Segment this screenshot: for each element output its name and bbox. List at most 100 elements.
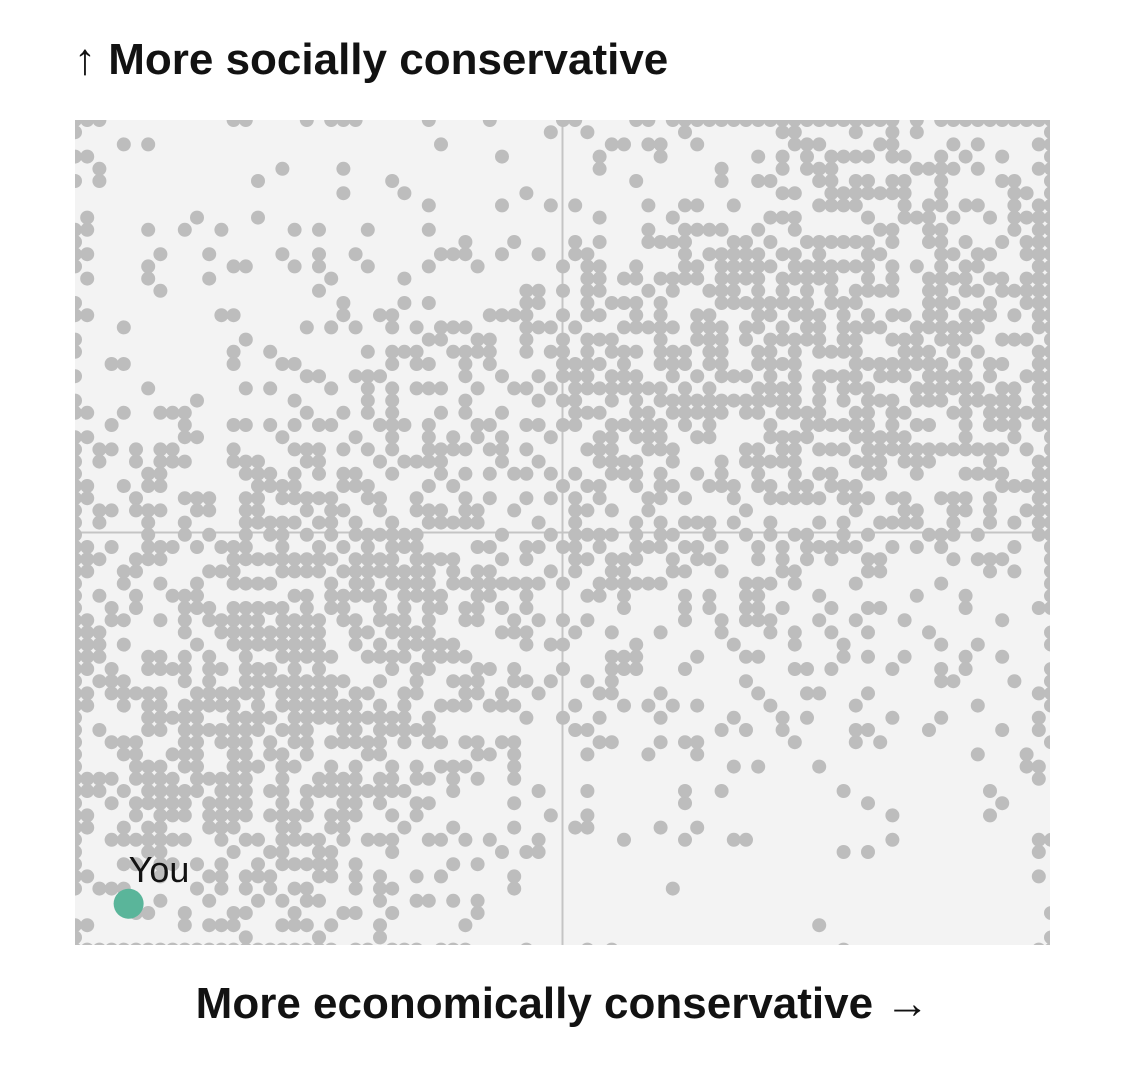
data-point (251, 576, 265, 591)
data-point (726, 235, 741, 249)
data-point (409, 686, 424, 701)
data-point (434, 637, 448, 652)
data-point (177, 430, 192, 445)
data-point (275, 784, 290, 798)
data-point (580, 369, 595, 384)
data-point (641, 120, 656, 127)
data-point (177, 723, 192, 737)
data-point (240, 942, 252, 945)
data-point (592, 405, 607, 420)
data-point (299, 796, 314, 811)
data-point (153, 662, 168, 676)
data-point (665, 283, 680, 298)
data-point (287, 808, 302, 823)
data-point (824, 625, 839, 640)
data-point (848, 479, 863, 493)
you-point[interactable] (113, 888, 144, 919)
data-point (507, 771, 522, 786)
data-point (1031, 454, 1046, 469)
data-point (604, 552, 619, 567)
data-point (153, 613, 168, 628)
data-point (116, 820, 131, 835)
data-point (470, 613, 485, 628)
data-point (226, 698, 241, 713)
data-point (104, 662, 119, 676)
data-point (775, 332, 790, 347)
data-point (983, 564, 997, 579)
data-point (287, 710, 302, 725)
data-point (1044, 235, 1050, 249)
data-point (885, 332, 900, 347)
data-point (399, 942, 410, 945)
data-point (714, 344, 729, 359)
data-point (946, 527, 961, 542)
data-point (495, 198, 509, 213)
data-point (421, 222, 436, 237)
data-point (94, 942, 105, 945)
data-point (592, 149, 607, 164)
data-point (800, 283, 814, 298)
data-point (922, 369, 936, 384)
data-point (751, 601, 766, 615)
data-point (739, 723, 753, 737)
data-point (1019, 283, 1034, 298)
data-point (922, 418, 936, 432)
data-point (519, 637, 534, 652)
data-point (861, 686, 875, 701)
data-point (434, 466, 448, 481)
data-point (385, 576, 400, 591)
data-point (653, 271, 668, 286)
data-point (458, 247, 473, 262)
data-point (629, 576, 644, 591)
data-point (812, 918, 827, 933)
data-point (360, 259, 375, 274)
data-point (1019, 235, 1034, 249)
data-point (970, 283, 985, 298)
data-point (861, 418, 875, 432)
data-point (836, 332, 851, 347)
data-point (385, 564, 400, 579)
data-point (580, 527, 595, 542)
data-point (909, 210, 924, 225)
data-point (702, 552, 717, 567)
data-point (751, 442, 766, 457)
data-point (812, 759, 827, 774)
data-point (580, 674, 595, 689)
data-point (519, 540, 534, 554)
data-point (519, 308, 534, 323)
data-point (970, 247, 985, 262)
data-point (251, 601, 265, 615)
data-point (983, 442, 997, 457)
data-point (385, 515, 400, 530)
data-point (751, 381, 766, 396)
data-point (1044, 247, 1050, 262)
data-point (385, 771, 400, 786)
data-point (214, 308, 229, 323)
data-point (714, 247, 729, 262)
data-point (275, 918, 290, 933)
data-point (275, 771, 290, 786)
data-point (251, 723, 265, 737)
data-point (421, 613, 436, 628)
data-point (409, 771, 424, 786)
data-point (519, 845, 534, 859)
data-point (129, 759, 143, 774)
data-point (1031, 247, 1046, 262)
data-point (421, 637, 436, 652)
data-point (763, 296, 778, 310)
data-point (75, 454, 82, 469)
data-point (336, 186, 351, 201)
data-point (360, 381, 375, 396)
data-point (665, 527, 680, 542)
data-point (861, 186, 875, 201)
data-point (312, 674, 326, 689)
data-point (251, 662, 265, 676)
data-point (116, 698, 131, 713)
data-point (360, 442, 375, 457)
data-point (1044, 576, 1050, 591)
data-point (897, 454, 912, 469)
data-point (153, 405, 168, 420)
data-point (409, 808, 424, 823)
data-point (226, 259, 241, 274)
data-point (226, 771, 241, 786)
